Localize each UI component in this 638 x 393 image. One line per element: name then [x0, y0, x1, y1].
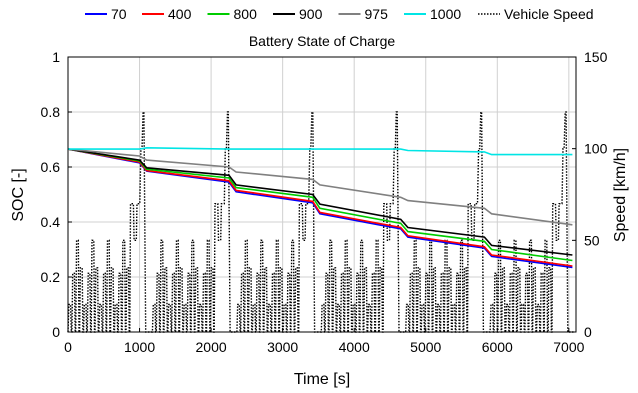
x-tick-label: 7000 — [553, 339, 584, 355]
x-tick-label: 1000 — [124, 339, 155, 355]
y-tick-label: 0 — [52, 324, 60, 340]
legend-label-975: 975 — [365, 6, 389, 22]
y-tick-label: 0.2 — [41, 269, 61, 285]
y2-tick-label: 50 — [584, 232, 600, 248]
y2-tick-label: 100 — [584, 141, 608, 157]
series-line-400 — [67, 148, 573, 267]
legend-label-70: 70 — [111, 6, 127, 22]
legend-label-400: 400 — [168, 6, 192, 22]
series-line-975 — [67, 148, 573, 226]
x-ticks: 0 1000 2000 3000 4000 5000 6000 7000 — [64, 328, 585, 355]
series-line-1000 — [68, 146, 573, 156]
y2-axis-label: Speed [km/h] — [612, 148, 629, 242]
x-tick-label: 5000 — [410, 339, 441, 355]
y-tick-label: 1 — [52, 49, 60, 65]
y2-tick-label: 150 — [584, 49, 608, 65]
y2-ticks: 0 50 100 150 — [572, 49, 608, 340]
legend-label-vehicle-speed: Vehicle Speed — [504, 6, 594, 22]
legend: 70 400 800 900 975 1000 Vehicle Speed — [85, 6, 594, 22]
x-axis-label: Time [s] — [294, 371, 350, 388]
chart-title: Battery State of Charge — [249, 33, 396, 49]
series-line-900 — [67, 148, 573, 256]
y-ticks: 0 0.2 0.4 0.6 0.8 1 — [41, 49, 72, 340]
legend-label-900: 900 — [299, 6, 323, 22]
x-tick-label: 3000 — [267, 339, 298, 355]
plot-frame — [67, 56, 577, 333]
soc-lines — [67, 146, 573, 269]
y2-tick-label: 0 — [584, 324, 592, 340]
y-tick-label: 0.4 — [41, 214, 61, 230]
y-tick-label: 0.6 — [41, 159, 61, 175]
x-tick-label: 0 — [64, 339, 72, 355]
legend-label-800: 800 — [234, 6, 258, 22]
x-tick-label: 2000 — [196, 339, 227, 355]
x-tick-label: 4000 — [339, 339, 370, 355]
series-line-800 — [67, 148, 573, 262]
y-tick-label: 0.8 — [41, 104, 61, 120]
x-tick-label: 6000 — [482, 339, 513, 355]
y-axis-label: SOC [-] — [10, 168, 27, 221]
legend-label-1000: 1000 — [430, 6, 461, 22]
